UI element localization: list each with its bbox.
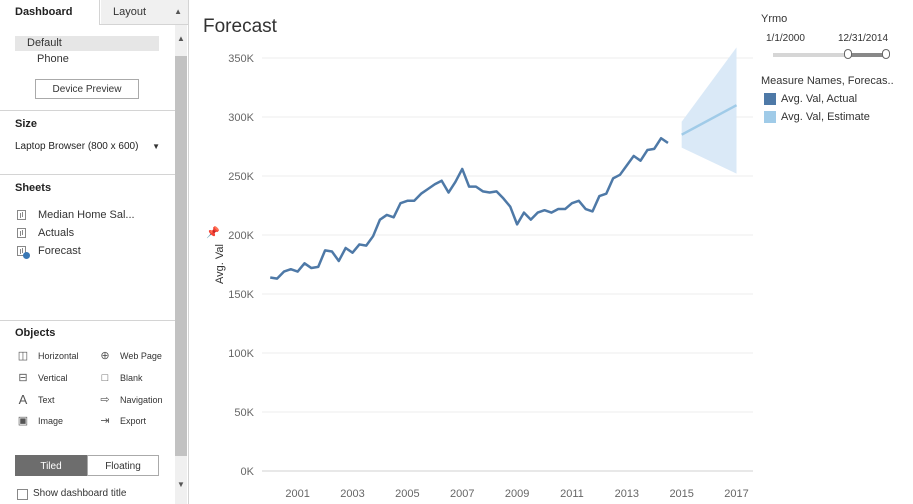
export-icon: ⇥	[100, 415, 110, 427]
legend-label: Avg. Val, Estimate	[781, 111, 870, 123]
size-section-title: Size	[15, 118, 38, 130]
y-tick-label: 350K	[228, 53, 254, 65]
divider	[0, 320, 175, 321]
legend-label: Avg. Val, Actual	[781, 93, 858, 105]
y-tick-label: 150K	[228, 289, 254, 301]
tab-layout-label: Layout	[113, 6, 147, 18]
x-tick-label: 2013	[615, 488, 639, 500]
object-label: Web Page	[120, 351, 162, 361]
worksheet-icon	[17, 210, 26, 220]
pin-icon[interactable]: 📌	[206, 227, 220, 239]
vertical-container-icon: ⊟	[18, 372, 28, 384]
objects-section-title: Objects	[15, 327, 56, 339]
slider-end-handle[interactable]	[882, 49, 890, 59]
x-tick-label: 2005	[395, 488, 419, 500]
blank-icon: □	[101, 372, 109, 384]
object-label: Blank	[120, 373, 143, 383]
filter-to-value: 12/31/2014	[838, 33, 889, 44]
device-phone[interactable]: Phone	[37, 53, 69, 65]
slider-start-handle[interactable]	[844, 49, 852, 59]
size-select[interactable]: Laptop Browser (800 x 600) ▼	[15, 139, 160, 155]
globe-icon: ⊕	[100, 350, 110, 362]
object-label: Horizontal	[38, 351, 79, 361]
object-label: Export	[120, 416, 147, 426]
floating-toggle[interactable]: Floating	[87, 455, 159, 476]
worksheet-icon	[17, 246, 26, 256]
filter-from-value: 1/1/2000	[766, 33, 805, 44]
legend-title: Measure Names, Forecas..	[761, 75, 894, 87]
x-tick-label: 2001	[285, 488, 309, 500]
y-tick-label: 100K	[228, 348, 254, 360]
x-tick-label: 2015	[669, 488, 693, 500]
tab-layout[interactable]: Layout ▲▼	[101, 0, 188, 40]
object-label: Image	[38, 416, 64, 426]
object-label: Text	[38, 395, 55, 405]
scroll-down-icon[interactable]: ▼	[177, 480, 185, 489]
sheet-label: Forecast	[38, 245, 81, 257]
divider	[0, 110, 175, 111]
size-select-value: Laptop Browser (800 x 600)	[15, 141, 139, 152]
object-label: Vertical	[38, 373, 68, 383]
x-tick-label: 2017	[724, 488, 748, 500]
device-preview-button[interactable]: Device Preview	[35, 79, 139, 99]
object-label: Navigation	[120, 395, 163, 405]
dropdown-arrow-icon: ▼	[152, 142, 160, 151]
worksheet-icon	[17, 228, 26, 238]
sheet-label: Actuals	[38, 227, 75, 239]
dashboard-panel: Dashboard Layout ▲▼ Default Phone Device…	[0, 0, 189, 504]
text-icon: A	[18, 392, 28, 407]
device-default[interactable]: Default	[15, 36, 159, 51]
navigation-icon: ⇨	[100, 394, 110, 406]
tiled-toggle[interactable]: Tiled	[15, 455, 87, 476]
date-range-slider[interactable]	[773, 53, 889, 57]
y-tick-label: 250K	[228, 171, 254, 183]
y-tick-label: 300K	[228, 112, 254, 124]
series-line-estimate	[681, 104, 738, 136]
date-range-selected	[847, 53, 887, 57]
forecast-chart: 0K 50K 100K 150K 200K 250K 300K 350K 2001 2003 200…	[228, 47, 753, 500]
x-tick-label: 2003	[340, 488, 364, 500]
series-line-actual	[270, 136, 669, 280]
filter-title: Yrmo	[761, 13, 788, 25]
legend-swatch	[764, 111, 776, 123]
legend-swatch	[764, 93, 776, 105]
forecast-band	[681, 47, 737, 174]
y-tick-label: 0K	[241, 466, 255, 478]
x-tick-label: 2011	[560, 488, 584, 500]
panel-scrollbar-thumb[interactable]	[175, 56, 187, 456]
x-tick-label: 2007	[450, 488, 474, 500]
show-title-checkbox[interactable]	[17, 489, 28, 500]
check-badge-icon	[23, 252, 30, 259]
y-tick-label: 50K	[234, 407, 254, 419]
y-tick-label: 200K	[228, 230, 254, 242]
horizontal-container-icon: ◫	[17, 350, 29, 362]
scroll-up-icon[interactable]: ▲	[177, 34, 185, 43]
x-tick-label: 2009	[505, 488, 529, 500]
sheets-section-title: Sheets	[15, 182, 52, 194]
panel-tabs: Dashboard Layout ▲▼	[0, 0, 188, 40]
image-icon: ▣	[17, 415, 29, 427]
divider	[0, 174, 175, 175]
show-title-label: Show dashboard title	[33, 488, 127, 499]
chart-title: Forecast	[203, 16, 277, 37]
sheet-label: Median Home Sal...	[38, 209, 135, 221]
tab-dashboard[interactable]: Dashboard	[0, 0, 100, 25]
